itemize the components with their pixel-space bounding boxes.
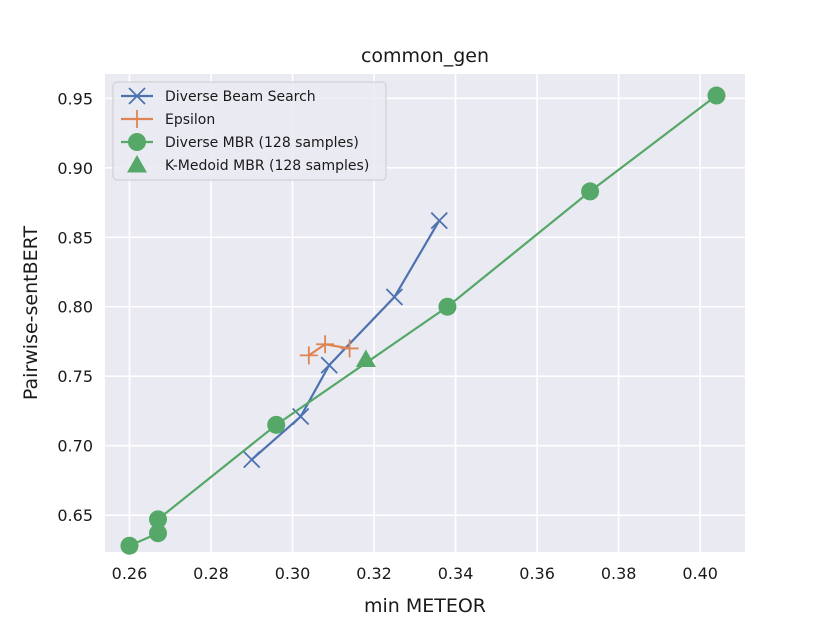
data-point	[438, 297, 457, 316]
legend-marker	[128, 110, 146, 128]
x-tick-label: 0.40	[682, 564, 718, 583]
data-point	[581, 182, 600, 201]
legend-label: Diverse Beam Search	[165, 89, 316, 105]
x-tick-label: 0.38	[601, 564, 637, 583]
data-point	[243, 450, 261, 469]
series-layer	[120, 86, 726, 555]
legend-marker	[127, 155, 147, 173]
series-2	[120, 86, 726, 555]
x-tick-label: 0.28	[193, 564, 229, 583]
y-tick-label: 0.95	[57, 89, 93, 108]
legend-label: Diverse MBR (128 samples)	[165, 135, 359, 151]
data-point	[320, 356, 338, 374]
data-point	[707, 86, 726, 105]
x-axis-label: min METEOR	[364, 595, 486, 617]
x-axis: 0.26 0.28 0.30 0.32 0.34 0.36 0.38 0.40	[112, 564, 718, 583]
y-axis: 0.65 0.70 0.75 0.80 0.85 0.90 0.95	[57, 89, 93, 525]
legend-item: Epsilon	[121, 110, 215, 128]
legend-box	[112, 81, 387, 181]
legend-label: Epsilon	[165, 112, 215, 128]
data-point	[267, 415, 286, 434]
legend-item: Diverse Beam Search	[121, 87, 316, 105]
x-tick-label: 0.32	[356, 564, 392, 583]
data-point	[340, 339, 359, 358]
data-point	[120, 536, 139, 555]
y-axis-label: Pairwise-sentBERT	[20, 226, 42, 401]
series-0	[243, 211, 448, 469]
data-point	[430, 211, 448, 230]
data-point	[355, 349, 376, 368]
legend-marker	[128, 87, 146, 105]
series-3	[355, 349, 376, 368]
data-point	[316, 335, 335, 354]
y-tick-label: 0.65	[57, 506, 93, 525]
x-tick-label: 0.30	[275, 564, 311, 583]
legend-item: Diverse MBR (128 samples)	[121, 133, 359, 151]
chart-title: common_gen	[361, 45, 489, 67]
legend-marker	[128, 133, 146, 151]
y-tick-label: 0.80	[57, 298, 93, 317]
y-tick-label: 0.85	[57, 228, 93, 247]
data-point	[385, 288, 404, 306]
series-1	[299, 335, 359, 365]
x-tick-label: 0.36	[519, 564, 555, 583]
x-tick-label: 0.26	[112, 564, 148, 583]
data-point	[148, 524, 167, 543]
y-tick-label: 0.70	[57, 437, 93, 456]
y-tick-label: 0.90	[57, 159, 93, 178]
legend-item: K-Medoid MBR (128 samples)	[127, 155, 369, 174]
data-point	[148, 510, 167, 529]
x-tick-label: 0.34	[438, 564, 474, 583]
data-point	[299, 346, 318, 365]
legend: Diverse Beam Search Epsilon Diverse MBR (1…	[112, 81, 387, 181]
y-tick-label: 0.75	[57, 367, 93, 386]
legend-label: K-Medoid MBR (128 samples)	[165, 158, 369, 174]
